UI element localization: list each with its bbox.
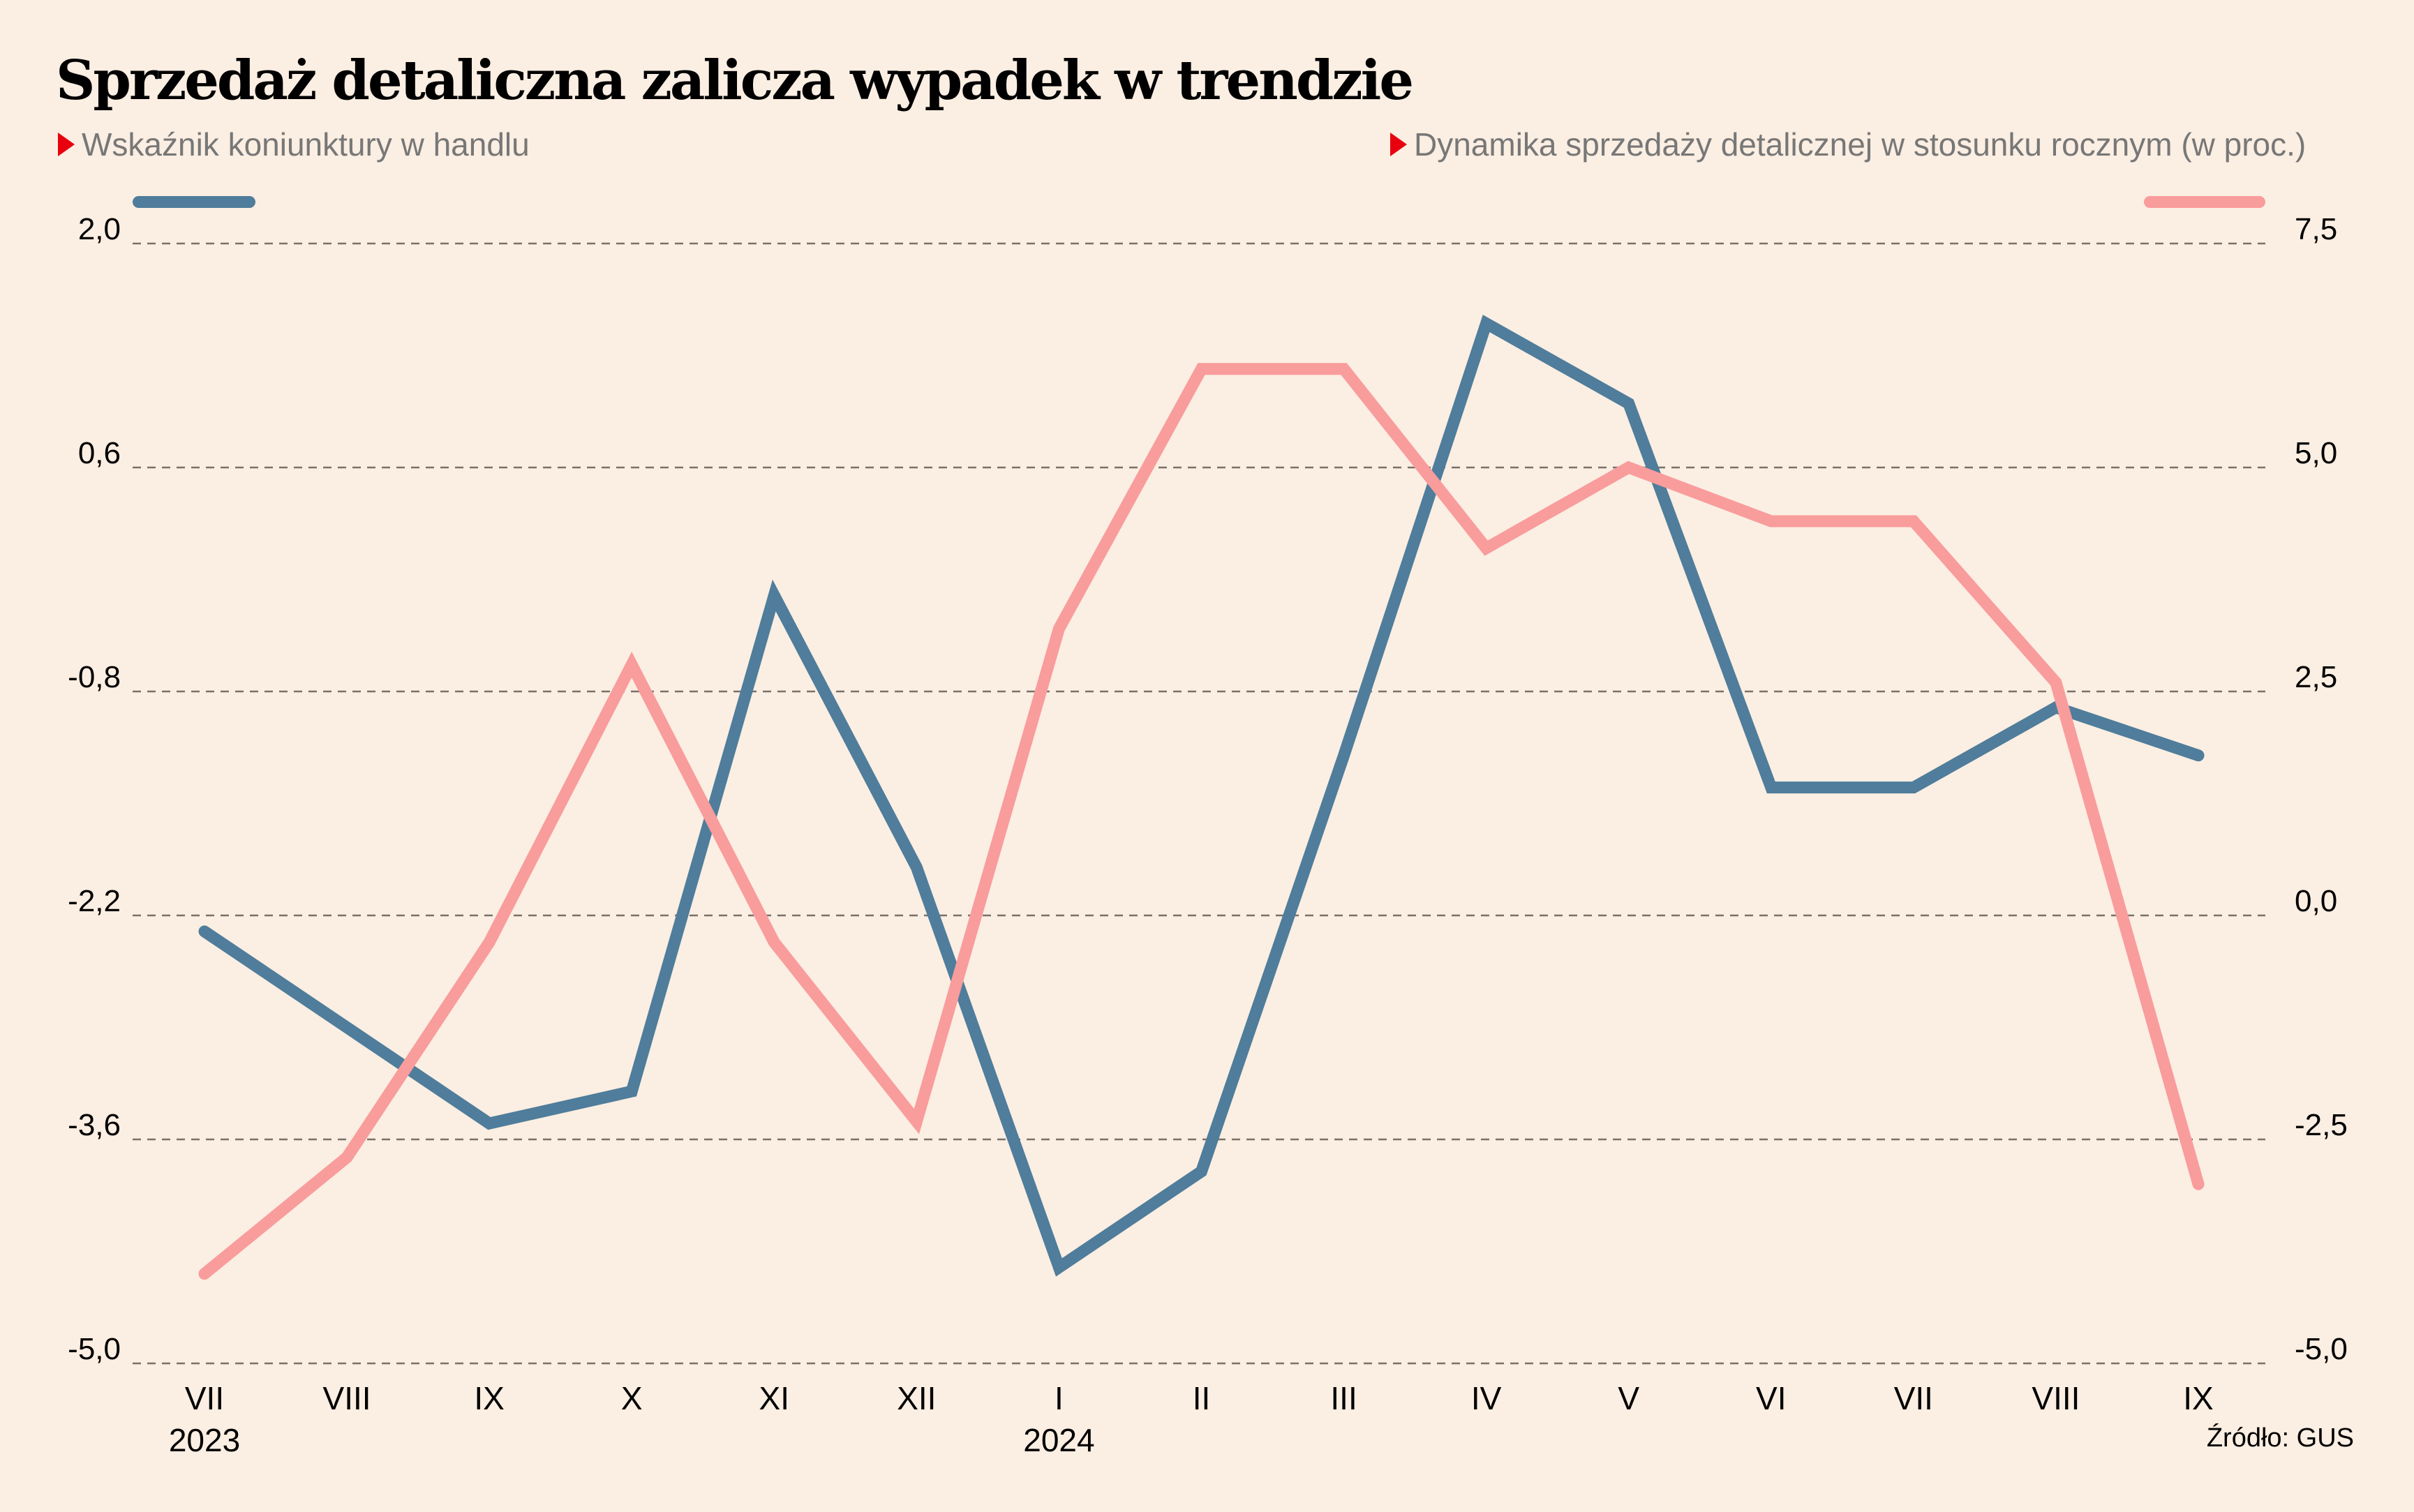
right-axis-tick-label: -5,0	[2295, 1332, 2348, 1366]
right-axis-tick-label: 2,5	[2295, 660, 2337, 694]
triangle-marker-icon	[58, 133, 75, 156]
x-axis-tick-label: VI	[1756, 1380, 1786, 1416]
left-axis-tick-label: -2,2	[68, 884, 121, 918]
x-axis-tick-label: II	[1193, 1380, 1211, 1416]
x-axis-tick-label: X	[621, 1380, 643, 1416]
legend-left-label: Wskaźnik koniunktury w handlu	[82, 126, 530, 163]
legend-swatch-right	[2144, 196, 2265, 208]
left-axis-tick-label: -5,0	[68, 1332, 121, 1366]
right-axis-tick-label: 0,0	[2295, 884, 2337, 918]
chart-title: Sprzedaż detaliczna zalicza wypadek w tr…	[56, 49, 1414, 112]
x-axis-tick-label: VIII	[2032, 1380, 2080, 1416]
right-axis-tick-label: -2,5	[2295, 1108, 2348, 1142]
x-axis-tick-label: IX	[2183, 1380, 2213, 1416]
series-line-dynamika	[198, 363, 2205, 1280]
left-axis-tick-label: 0,6	[78, 436, 121, 470]
x-axis-tick-label: XII	[897, 1380, 936, 1416]
left-axis-tick-label: -0,8	[68, 660, 121, 694]
x-axis-tick-label: I	[1055, 1380, 1064, 1416]
x-axis-tick-label: V	[1618, 1380, 1639, 1416]
right-axis-tick-label: 5,0	[2295, 436, 2337, 470]
source-note: Źródło: GUS	[2206, 1423, 2354, 1453]
x-axis-year-label: 2023	[169, 1422, 240, 1458]
x-axis-tick-label: IV	[1471, 1380, 1502, 1416]
legend-right-label: Dynamika sprzedaży detalicznej w stosunk…	[1414, 126, 2307, 163]
left-axis-tick-label: 2,0	[78, 212, 121, 246]
x-axis-tick-label: IX	[474, 1380, 504, 1416]
x-axis-tick-label: XI	[759, 1380, 789, 1416]
x-axis-year-label: 2024	[1023, 1422, 1094, 1458]
legend-swatch-left	[133, 196, 255, 208]
x-axis-tick-label: VII	[185, 1380, 224, 1416]
right-axis-tick-label: 7,5	[2295, 212, 2337, 246]
x-axis-tick-label: VIII	[323, 1380, 371, 1416]
x-axis-tick-label: VII	[1894, 1380, 1933, 1416]
x-axis-tick-label: III	[1330, 1380, 1357, 1416]
left-axis-tick-label: -3,6	[68, 1108, 121, 1142]
legend-left: Wskaźnik koniunktury w handlu	[58, 126, 530, 163]
legend-right: Dynamika sprzedaży detalicznej w stosunk…	[1390, 126, 2306, 163]
series-line-koniunktura	[198, 315, 2205, 1277]
triangle-marker-icon	[1390, 133, 1407, 156]
